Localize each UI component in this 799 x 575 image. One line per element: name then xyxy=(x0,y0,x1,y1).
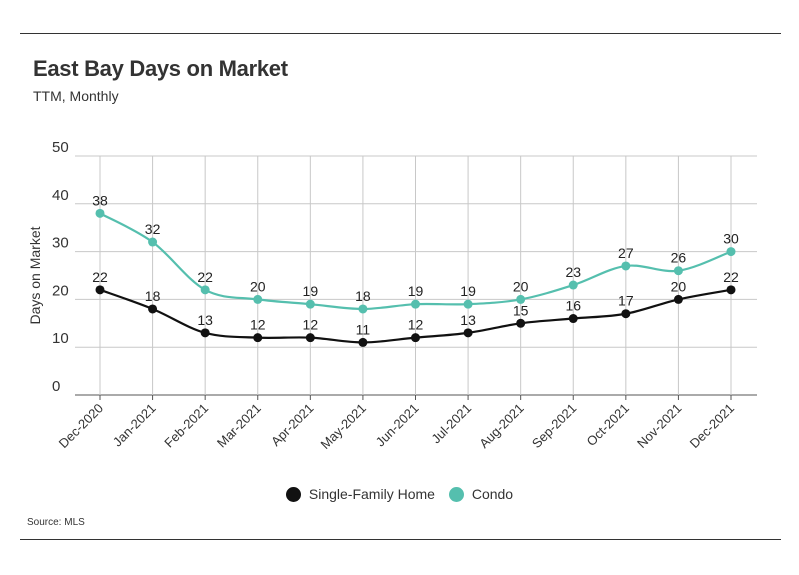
data-point-sfh xyxy=(253,333,263,343)
data-point-sfh xyxy=(516,318,526,328)
bottom-rule xyxy=(20,539,781,540)
data-point-condo xyxy=(148,237,158,247)
data-point-sfh xyxy=(305,333,315,343)
chart-title: East Bay Days on Market xyxy=(33,56,288,81)
data-label-sfh: 17 xyxy=(618,293,634,309)
data-label-sfh: 12 xyxy=(250,317,266,333)
data-label-condo: 19 xyxy=(460,283,476,299)
data-label-condo: 27 xyxy=(618,245,634,261)
data-point-condo xyxy=(516,294,526,304)
x-tick-label: Aug-2021 xyxy=(476,401,526,451)
data-point-condo xyxy=(463,299,473,309)
data-label-sfh: 22 xyxy=(92,269,108,285)
data-label-sfh: 18 xyxy=(145,288,161,304)
y-tick-label: 30 xyxy=(52,235,69,252)
data-point-sfh xyxy=(621,309,631,319)
data-point-condo xyxy=(411,299,420,309)
data-label-condo: 20 xyxy=(250,278,266,294)
data-point-sfh xyxy=(358,337,368,347)
y-tick-label: 50 xyxy=(52,139,69,156)
y-tick-label: 0 xyxy=(52,378,60,395)
data-label-condo: 32 xyxy=(145,221,161,237)
data-label-condo: 18 xyxy=(355,288,371,304)
y-tick-label: 10 xyxy=(52,330,69,347)
x-tick-label: Apr-2021 xyxy=(268,401,316,449)
data-label-condo: 23 xyxy=(565,264,581,280)
data-point-condo xyxy=(621,261,631,271)
data-label-condo: 20 xyxy=(513,278,529,294)
data-point-condo xyxy=(200,285,210,295)
data-label-sfh: 11 xyxy=(356,321,371,337)
data-label-condo: 38 xyxy=(92,192,108,208)
data-label-sfh: 12 xyxy=(408,317,424,333)
chart-subtitle: TTM, Monthly xyxy=(33,88,119,104)
data-point-condo xyxy=(568,280,578,290)
data-point-sfh xyxy=(673,294,683,304)
data-label-condo: 26 xyxy=(671,250,687,266)
x-tick-label: Jun-2021 xyxy=(373,401,422,450)
y-tick-label: 20 xyxy=(52,282,69,299)
data-point-condo xyxy=(95,208,105,218)
x-tick-label: Feb-2021 xyxy=(161,401,211,451)
data-label-condo: 19 xyxy=(408,283,424,299)
legend-swatch-sfh xyxy=(285,486,301,502)
data-label-sfh: 16 xyxy=(565,298,581,314)
data-point-sfh xyxy=(568,314,578,324)
data-point-condo xyxy=(726,247,736,257)
data-label-sfh: 13 xyxy=(460,312,476,328)
data-point-sfh xyxy=(463,328,473,338)
data-point-sfh xyxy=(95,285,105,295)
data-point-condo xyxy=(253,294,263,304)
top-rule xyxy=(20,33,781,34)
x-tick-label: Sep-2021 xyxy=(529,401,579,451)
data-point-sfh xyxy=(148,304,158,314)
legend-label-condo: Condo xyxy=(471,486,514,502)
data-label-condo: 22 xyxy=(197,269,213,285)
legend-item-sfh: Single-Family Home xyxy=(285,486,435,502)
data-point-sfh xyxy=(200,328,210,338)
data-point-condo xyxy=(358,304,368,314)
data-point-condo xyxy=(673,266,683,276)
data-label-sfh: 13 xyxy=(197,312,213,328)
legend-swatch-condo xyxy=(448,486,464,502)
x-tick-label: Jan-2021 xyxy=(110,401,159,450)
data-label-sfh: 20 xyxy=(671,278,687,294)
source-note: Source: MLS xyxy=(27,517,85,528)
x-tick-label: Oct-2021 xyxy=(584,401,632,449)
data-label-condo: 30 xyxy=(723,231,739,247)
x-tick-label: Nov-2021 xyxy=(634,401,684,451)
x-tick-label: Dec-2020 xyxy=(56,401,106,451)
data-point-sfh xyxy=(411,333,420,343)
data-label-sfh: 12 xyxy=(303,317,319,333)
y-tick-label: 40 xyxy=(52,187,69,204)
data-label-sfh: 22 xyxy=(723,269,739,285)
data-point-sfh xyxy=(726,285,736,295)
legend-label-sfh: Single-Family Home xyxy=(308,486,435,502)
data-label-condo: 19 xyxy=(303,283,319,299)
data-label-sfh: 15 xyxy=(513,302,529,318)
y-axis-label: Days on Market xyxy=(27,226,43,324)
x-tick-label: Jul-2021 xyxy=(428,401,474,447)
x-tick-label: Mar-2021 xyxy=(214,401,264,451)
legend: Single-Family Home Condo xyxy=(0,486,799,505)
data-point-condo xyxy=(305,299,315,309)
x-tick-label: May-2021 xyxy=(318,401,369,452)
legend-item-condo: Condo xyxy=(448,486,514,502)
x-tick-label: Dec-2021 xyxy=(687,401,737,451)
